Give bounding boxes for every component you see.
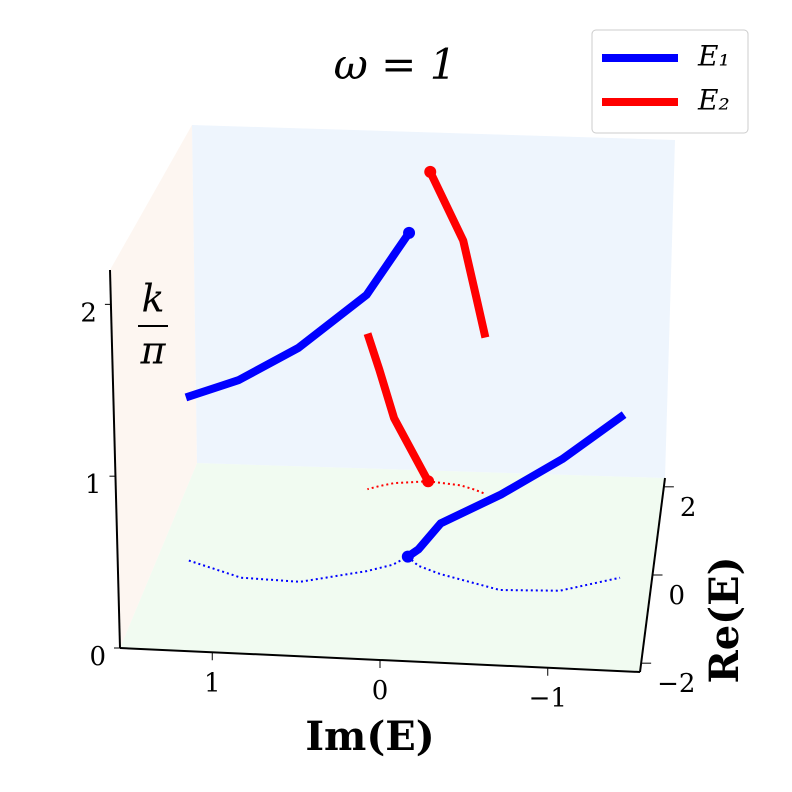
endpoint-marker [424,165,437,178]
floor-projection [367,480,429,491]
legend-label: E₂ [697,84,730,117]
floor-projection [427,480,484,495]
y-tick-label: 0 [669,581,686,611]
legend: E₁ E₂ [602,40,730,117]
x-axis-label: Im(E) [305,713,434,760]
floor-projection [188,555,409,583]
z-axis-line [109,269,121,649]
side-pane [110,125,197,648]
x-tick-label: 0 [372,676,389,706]
x-tick-label: −1 [529,684,567,714]
curve [184,230,413,402]
endpoint-marker [422,475,435,488]
floor-pane [120,463,665,672]
x-tick-label: 1 [204,668,221,698]
curve [405,411,627,560]
curve [363,332,432,484]
y-tick-label: −2 [657,669,695,699]
z-tick-label: 1 [85,470,102,500]
panes [104,125,675,676]
y-axis-label: Re(E) [701,556,748,683]
z-axis-label-numerator: k [141,277,164,321]
curve [426,170,490,339]
back-pane [192,125,675,478]
z-tick-label: 0 [89,642,106,672]
floor-projection [407,555,621,592]
z-tick-label: 2 [80,298,97,328]
legend-label: E₁ [697,40,730,73]
z-axis-label-denominator: π [140,329,167,373]
chart-title: ω = 1 [334,40,457,89]
endpoint-marker [403,226,416,239]
y-tick-label: 2 [680,493,697,523]
endpoint-marker [401,550,414,563]
